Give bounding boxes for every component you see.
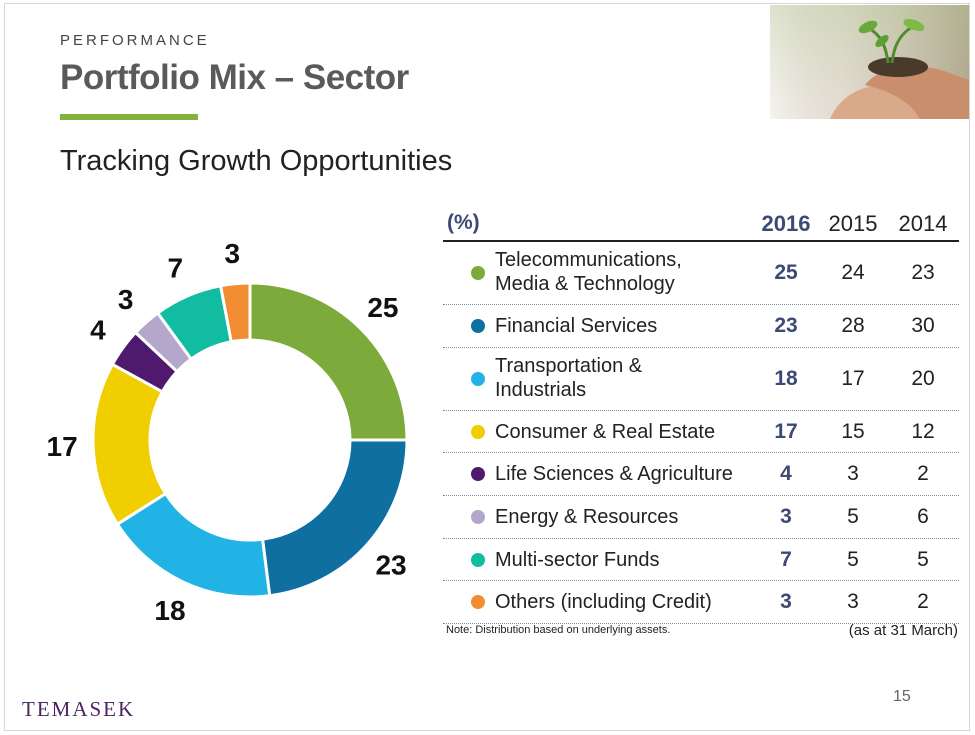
table-row: Life Sciences & Agriculture 4 3 2 [443,453,959,496]
page-subtitle: Tracking Growth Opportunities [60,145,453,177]
sector-table: (%) 2016 2015 2014 Telecommunications, M… [443,203,959,624]
table-note: Note: Distribution based on underlying a… [446,624,671,636]
legend-dot-icon [471,372,485,386]
year-header-2015: 2015 [828,211,878,236]
temasek-logo: TEMASEK [22,697,136,721]
value-2014: 12 [911,419,935,443]
donut-data-label: 18 [154,595,185,620]
sector-name: Energy & Resources [495,506,679,528]
section-kicker: PERFORMANCE [60,32,210,49]
value-2014: 20 [911,367,935,390]
value-2016: 17 [774,419,798,443]
sector-name: Multi-sector Funds [495,548,660,571]
value-2016: 25 [774,261,798,284]
value-2016: 23 [774,314,798,337]
value-2014: 6 [917,505,929,528]
value-2016: 3 [780,590,792,613]
year-header-2014: 2014 [898,211,948,236]
donut-data-label: 4 [90,314,106,345]
value-2016: 18 [774,367,798,390]
donut-data-label: 7 [168,252,184,283]
value-2014: 23 [911,261,935,284]
sector-name: Others (including Credit) [495,591,712,613]
legend-dot-icon [471,266,485,280]
table-row: Telecommunications, Media & Technology 25… [443,242,959,305]
donut-data-label: 23 [375,549,406,580]
slide-frame [4,3,970,731]
value-2016: 7 [780,547,792,571]
value-2015: 28 [841,314,865,337]
donut-slice [218,281,252,344]
value-2015: 24 [841,261,865,284]
value-2015: 15 [841,419,865,443]
legend-dot-icon [471,552,485,567]
table-row: Transportation & Industrials 18 17 20 [443,348,959,411]
table-row: Multi-sector Funds 7 5 5 [443,539,959,581]
table-row: Consumer & Real Estate 17 15 12 [443,411,959,453]
page-title: Portfolio Mix – Sector [60,58,409,97]
legend-dot-icon [471,510,485,524]
donut-data-label: 3 [225,240,241,269]
value-2015: 17 [841,367,865,390]
donut-data-label: 3 [118,284,134,315]
unit-label: (%) [447,211,480,234]
sector-name: Telecommunications, Media & Technology [495,249,682,295]
legend-dot-icon [471,467,485,481]
year-header-2016: 2016 [761,211,811,236]
value-2016: 3 [780,505,792,528]
value-2015: 3 [847,590,859,613]
page-number: 15 [893,688,911,705]
value-2014: 30 [911,314,935,337]
donut-slice [248,281,409,442]
sector-name: Consumer & Real Estate [495,420,716,443]
donut-data-label: 17 [47,431,78,462]
legend-dot-icon [471,595,485,609]
value-2014: 2 [917,590,929,613]
value-2015: 5 [847,547,859,571]
sector-name: Transportation & Industrials [495,355,643,401]
donut-data-label: 25 [367,292,398,323]
as-at-date: (as at 31 March) [848,622,958,639]
value-2015: 3 [847,462,859,485]
legend-dot-icon [471,319,485,333]
value-2015: 5 [847,505,859,528]
legend-dot-icon [471,424,485,439]
table-header: (%) 2016 2015 2014 [443,203,959,242]
seedling-hands-photo [770,5,969,119]
table-row: Energy & Resources 3 5 6 [443,496,959,539]
sector-name: Financial Services [495,315,658,337]
table-row: Financial Services 23 28 30 [443,305,959,348]
value-2016: 4 [780,462,792,485]
table-row: Others (including Credit) 3 3 2 [443,581,959,624]
sector-name: Life Sciences & Agriculture [495,463,733,485]
value-2014: 5 [917,547,929,571]
value-2014: 2 [917,462,929,485]
title-accent-bar [60,114,198,120]
